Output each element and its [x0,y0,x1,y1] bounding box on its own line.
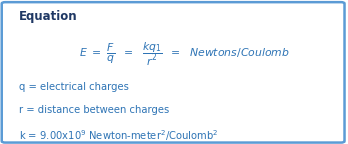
Text: k = 9.00x10$^{9}$ Newton-meter$^{2}$/Coulomb$^{2}$: k = 9.00x10$^{9}$ Newton-meter$^{2}$/Cou… [19,128,219,143]
Text: r = distance between charges: r = distance between charges [19,105,169,115]
FancyBboxPatch shape [2,2,345,143]
Text: Equation: Equation [19,10,78,23]
Text: $\mathit{E}\ =\ \dfrac{F}{q}\ \ =\ \ \dfrac{kq_{1}}{r^{2}}\ \ =\ \ \mathit{Newto: $\mathit{E}\ =\ \dfrac{F}{q}\ \ =\ \ \df… [79,40,290,68]
Text: q = electrical charges: q = electrical charges [19,82,129,92]
